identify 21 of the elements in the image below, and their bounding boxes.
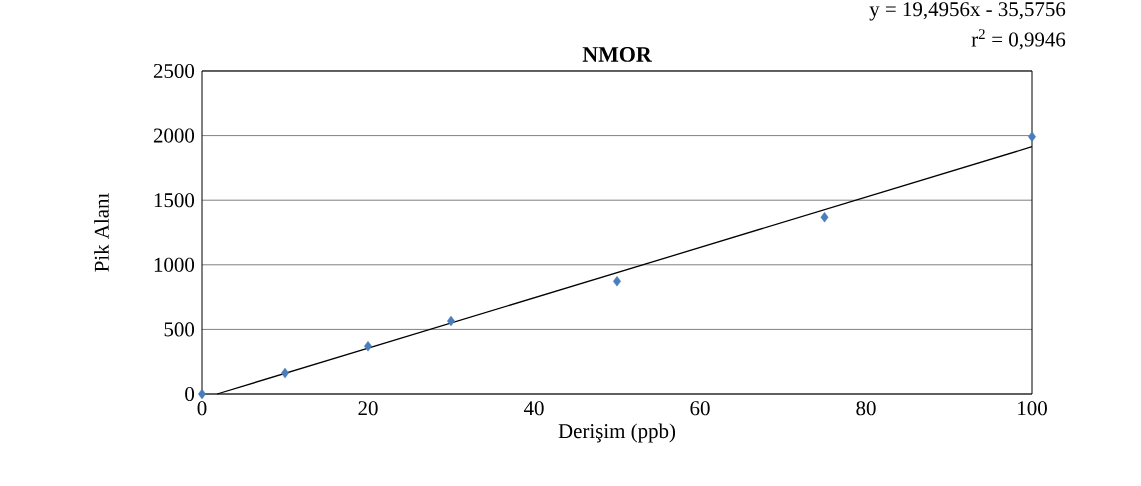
y-tick-label: 1500 xyxy=(154,193,195,208)
text: r$^{2}$ = 0,9946 xyxy=(971,29,1066,50)
x-tick-label: 20 xyxy=(358,401,378,416)
point xyxy=(820,212,829,223)
x-axis-title: Derişim (ppb) xyxy=(558,423,676,443)
point xyxy=(364,341,372,352)
y-axis-title: Pik Alanı xyxy=(94,193,109,272)
y-tick-label: 1000 xyxy=(154,257,195,272)
x-tick-label: 40 xyxy=(523,401,544,416)
point xyxy=(1028,131,1036,142)
y-tick-label: 2000 xyxy=(153,128,195,143)
text: y = 19,4956x - 35,5756 xyxy=(869,2,1066,21)
x-tick-label: 0 xyxy=(197,401,207,416)
x-tick-label: 100 xyxy=(1018,401,1047,416)
y-tick-label: 2500 xyxy=(153,63,195,79)
x-tick-label: 80 xyxy=(856,401,876,416)
x-tick-label: 60 xyxy=(690,401,710,416)
chart-title: NMOR xyxy=(582,47,652,62)
y-tick-label: 500 xyxy=(164,322,195,337)
point xyxy=(613,276,621,287)
y-tick-label: 0 xyxy=(185,386,195,402)
